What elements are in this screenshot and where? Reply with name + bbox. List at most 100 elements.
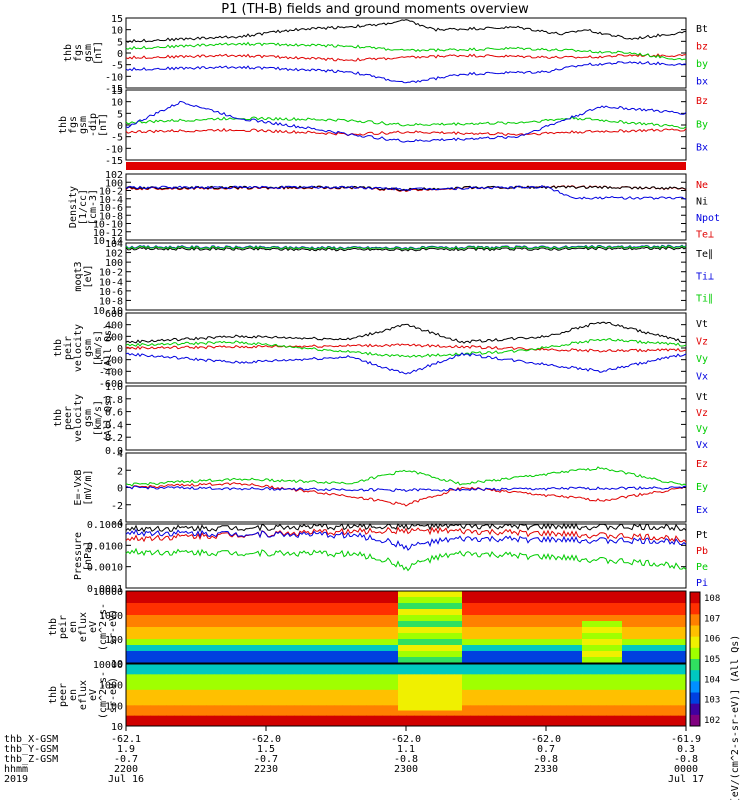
heatmap-cell (382, 674, 391, 680)
heatmap-cell (510, 615, 519, 622)
heatmap-cell (182, 621, 191, 628)
heatmap-cell (142, 657, 151, 664)
heatmap-cell (454, 695, 463, 701)
x-tick-label: -0.8 (674, 754, 698, 765)
heatmap-cell (630, 591, 639, 598)
heatmap-cell (262, 603, 271, 610)
heatmap-cell (254, 695, 263, 701)
heatmap-cell (366, 627, 375, 634)
heatmap-cell (342, 669, 351, 675)
heatmap-cell (550, 710, 559, 717)
heatmap-cell (294, 651, 303, 658)
heatmap-cell (574, 705, 583, 711)
heatmap-cell (310, 657, 319, 664)
heatmap-cell (382, 700, 391, 706)
panel-frame-p3 (125, 173, 687, 241)
heatmap-cell (486, 603, 495, 610)
heatmap-cell (414, 603, 423, 610)
heatmap-cell (438, 621, 447, 628)
heatmap-cell (326, 651, 335, 658)
heatmap-cell (454, 627, 463, 634)
heatmap-cell (614, 621, 623, 628)
heatmap-cell (494, 639, 503, 646)
heatmap-cell (214, 633, 223, 640)
heatmap-cell (230, 633, 239, 640)
heatmap-cell (294, 720, 303, 727)
heatmap-cell (446, 603, 455, 610)
y-axis-label: [km/s] (93, 400, 104, 436)
y-axis-label: (All Qs) (103, 394, 114, 442)
heatmap-cell (398, 710, 407, 717)
heatmap-cell (278, 591, 287, 598)
heatmap-cell (158, 715, 167, 722)
heatmap-cell (582, 657, 591, 664)
colorbar-tick-label: 104 (704, 675, 720, 685)
heatmap-cell (262, 669, 271, 675)
heatmap-cell (446, 597, 455, 604)
heatmap-cell (582, 679, 591, 686)
heatmap-cell (430, 639, 439, 646)
heatmap-cell (622, 695, 631, 701)
heatmap-cell (166, 615, 175, 622)
heatmap-cell (438, 674, 447, 680)
heatmap-cell (446, 684, 455, 691)
y-axis-label: [km/s] (93, 330, 104, 366)
heatmap-cell (478, 669, 487, 675)
heatmap-cell (566, 597, 575, 604)
heatmap-cell (166, 645, 175, 652)
heatmap-cell (142, 639, 151, 646)
heatmap-cell (238, 679, 247, 686)
heatmap-cell (662, 705, 671, 711)
heatmap-cell (350, 597, 359, 604)
heatmap-cell (246, 664, 255, 670)
heatmap-cell (606, 603, 615, 610)
heatmap-cell (518, 627, 527, 634)
heatmap-cell (302, 684, 311, 691)
heatmap-cell (654, 657, 663, 664)
heatmap-cell (526, 633, 535, 640)
heatmap-cell (158, 720, 167, 727)
heatmap-cell (230, 720, 239, 727)
legend-entry: Vt (696, 319, 708, 330)
y-axis-label: gsm (83, 339, 94, 357)
heatmap-cell (646, 597, 655, 604)
heatmap-cell (670, 609, 679, 616)
series-line-Ti∥ (125, 244, 687, 251)
heatmap-cell (302, 700, 311, 706)
heatmap-cell (550, 674, 559, 680)
heatmap-cell (422, 700, 431, 706)
heatmap-cell (374, 609, 383, 616)
heatmap-cell (462, 609, 471, 616)
heatmap-cell (470, 645, 479, 652)
heatmap-cell (622, 700, 631, 706)
heatmap-cell (518, 615, 527, 622)
y-tick-label: 10 (111, 98, 123, 109)
heatmap-cell (382, 603, 391, 610)
heatmap-cell (558, 657, 567, 664)
heatmap-cell (326, 645, 335, 652)
heatmap-cell (646, 674, 655, 680)
heatmap-cell (174, 664, 183, 670)
heatmap-cell (182, 695, 191, 701)
heatmap-cell (414, 639, 423, 646)
heatmap-cell (470, 639, 479, 646)
heatmap-cell (254, 621, 263, 628)
heatmap-cell (678, 657, 687, 664)
heatmap-cell (134, 710, 143, 717)
heatmap-cell (486, 645, 495, 652)
y-axis-label: [nT] (93, 41, 104, 65)
heatmap-cell (446, 615, 455, 622)
heatmap-cell (558, 705, 567, 711)
heatmap-cell (318, 609, 327, 616)
series-line-Te∥ (125, 246, 687, 252)
heatmap-cell (598, 669, 607, 675)
heatmap-cell (422, 715, 431, 722)
heatmap-cell (374, 684, 383, 691)
heatmap-cell (590, 674, 599, 680)
heatmap-cell (334, 700, 343, 706)
heatmap-cell (566, 627, 575, 634)
heatmap-cell (454, 679, 463, 686)
heatmap-cell (526, 615, 535, 622)
heatmap-cell (142, 705, 151, 711)
heatmap-cell (518, 710, 527, 717)
